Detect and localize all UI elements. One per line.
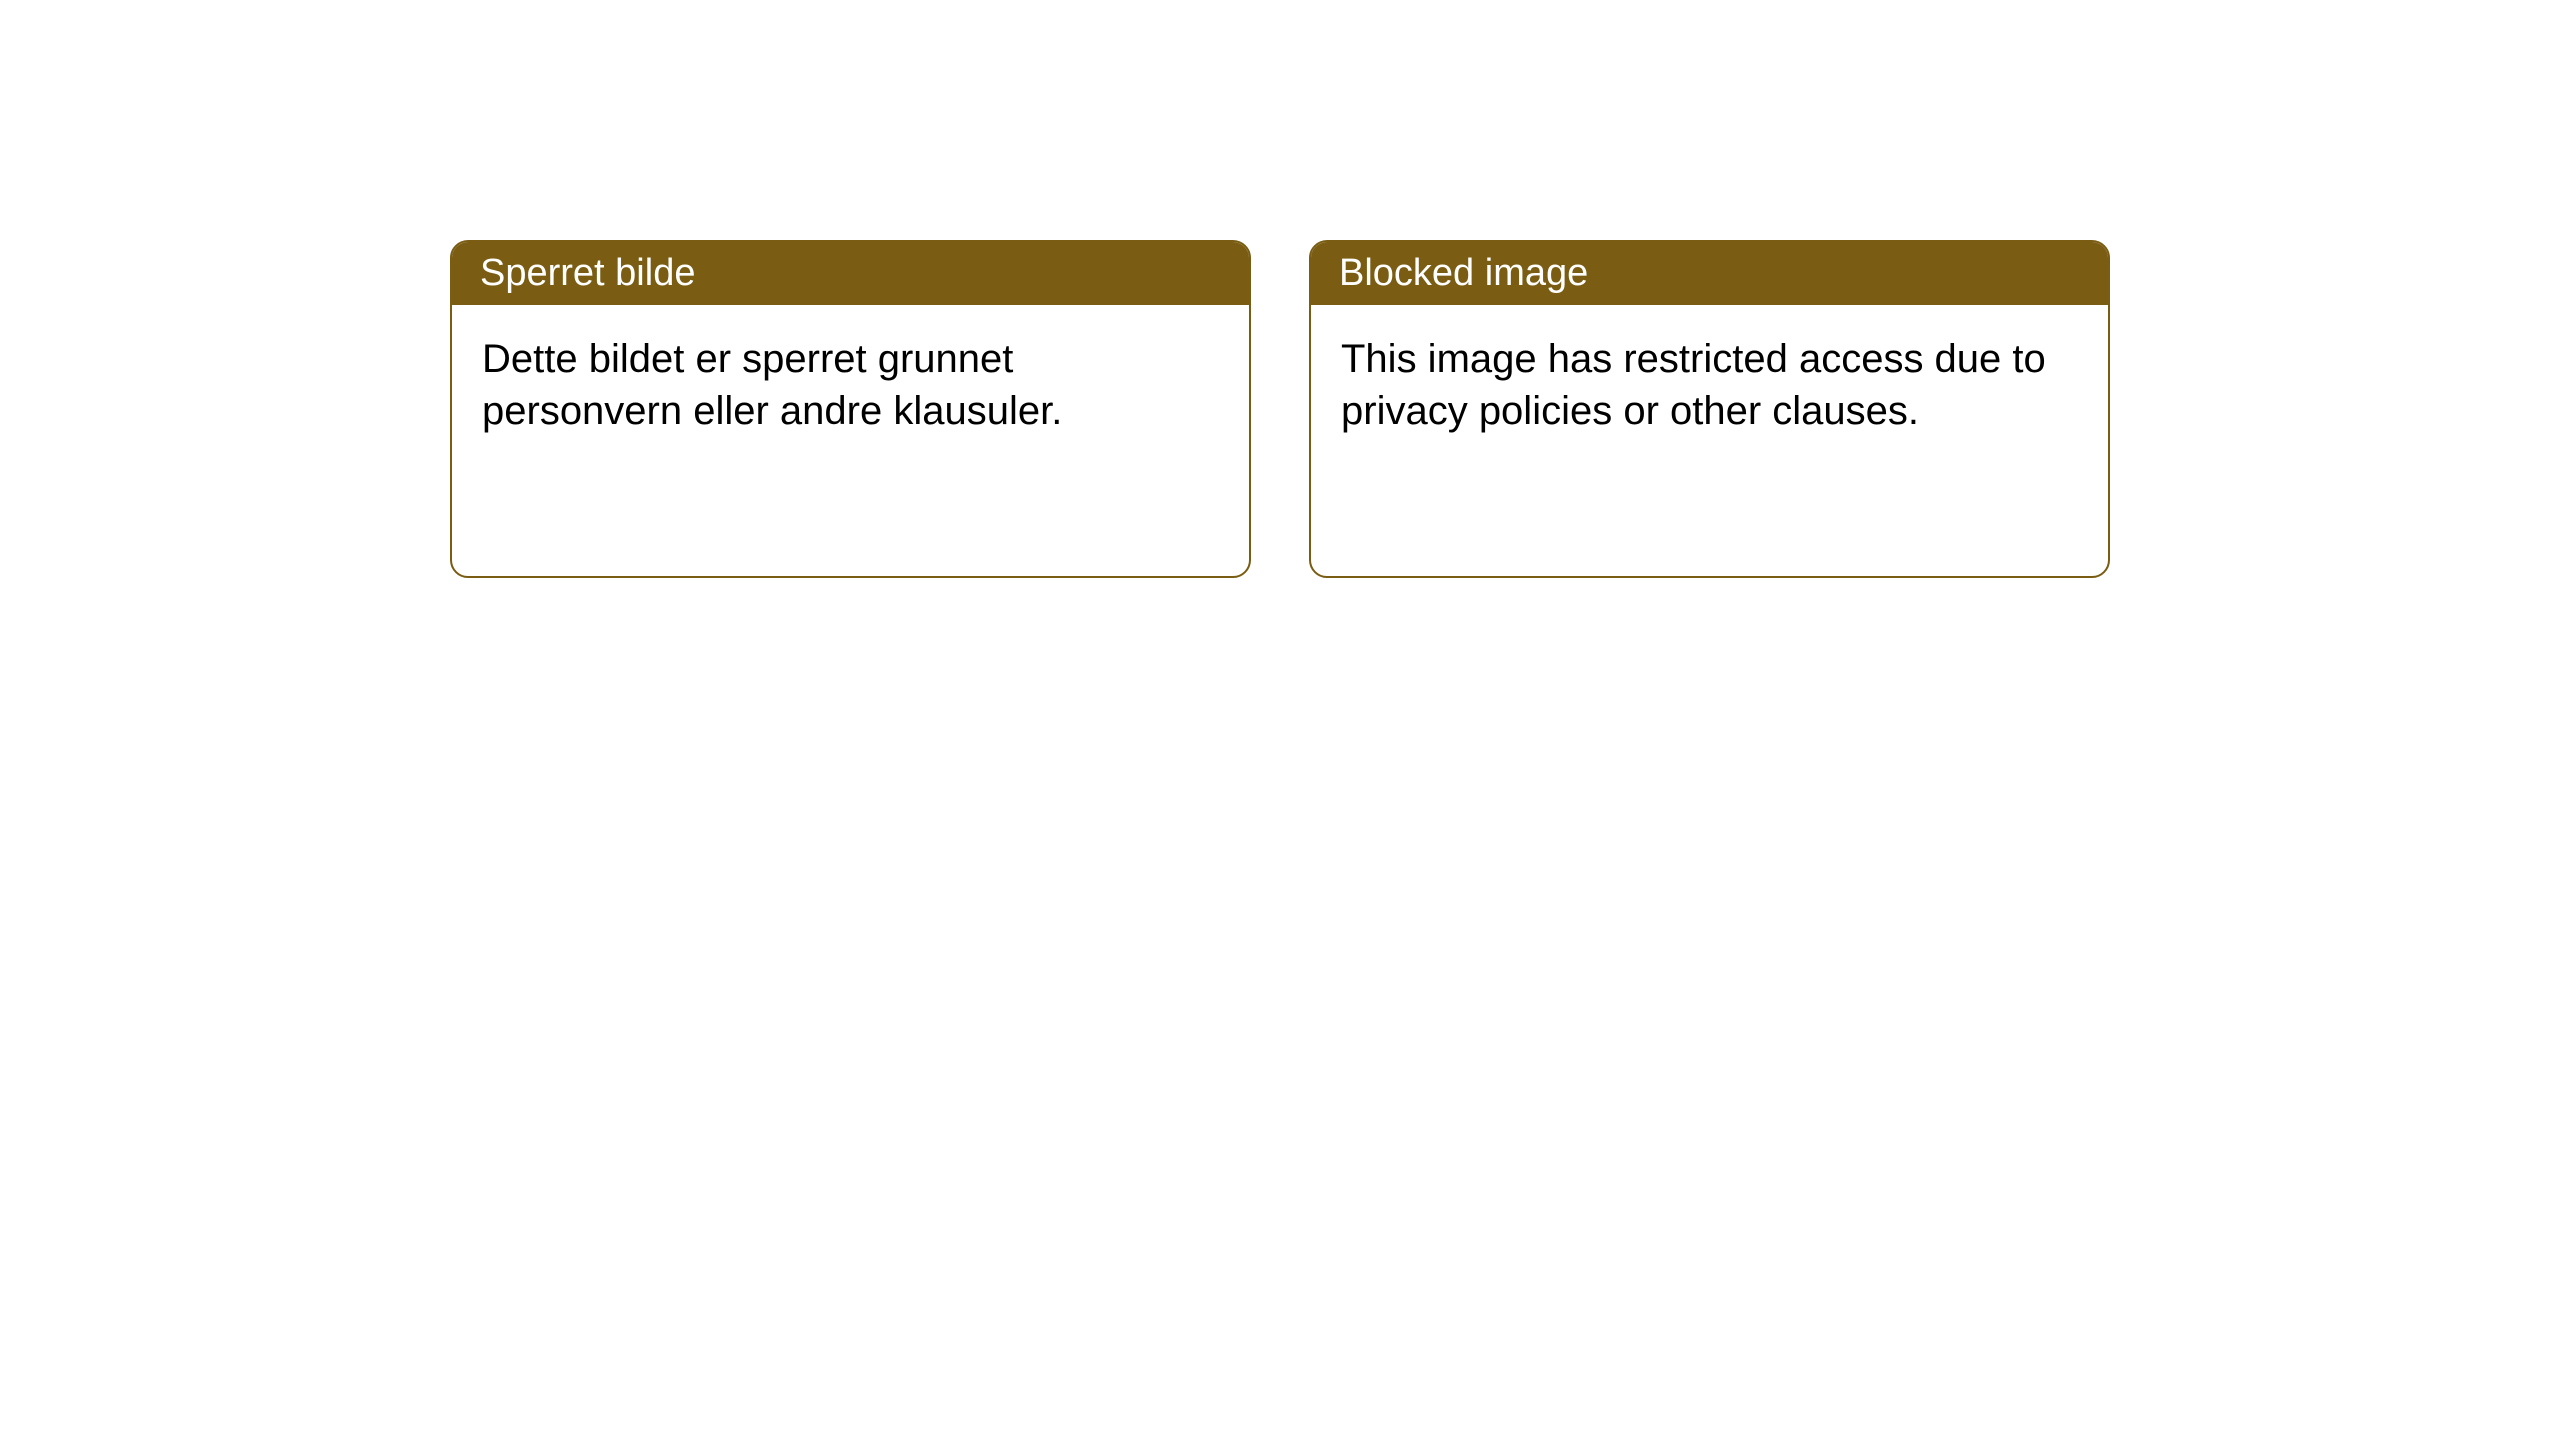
card-title-en: Blocked image (1311, 242, 2108, 305)
card-body-no: Dette bildet er sperret grunnet personve… (452, 305, 1249, 465)
card-body-en: This image has restricted access due to … (1311, 305, 2108, 465)
blocked-image-card-no: Sperret bilde Dette bildet er sperret gr… (450, 240, 1251, 578)
card-title-no: Sperret bilde (452, 242, 1249, 305)
blocked-image-card-en: Blocked image This image has restricted … (1309, 240, 2110, 578)
notice-container: Sperret bilde Dette bildet er sperret gr… (0, 240, 2560, 578)
